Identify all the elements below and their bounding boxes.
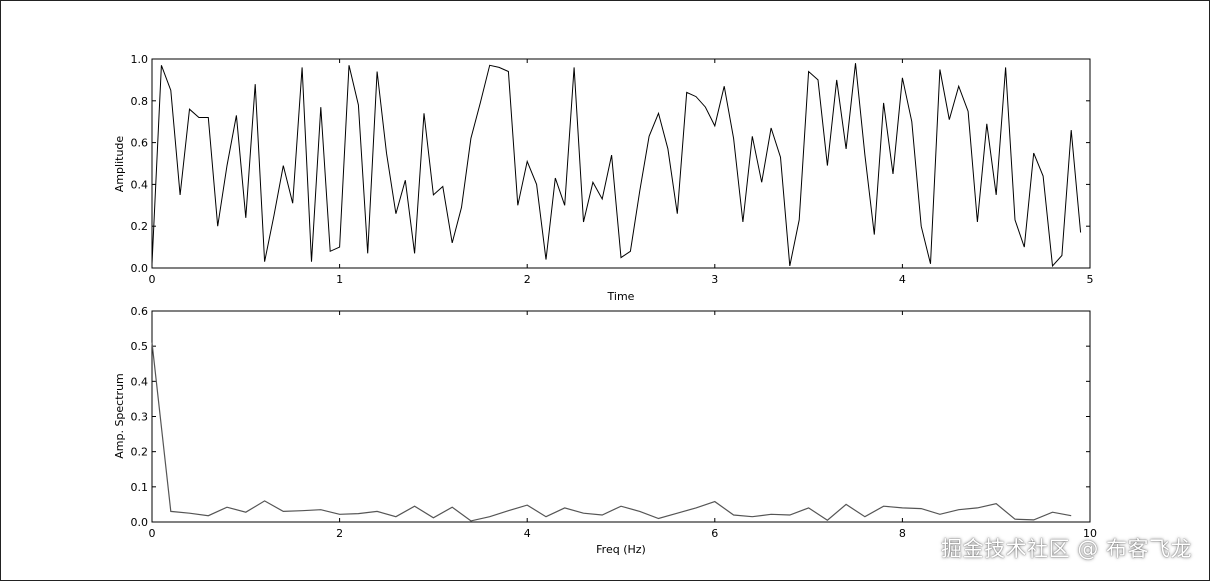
- time-series-line: [151, 63, 1082, 268]
- time-y-tick-label: 0.4: [131, 178, 149, 191]
- spectrum-y-ticks: 0.0 0.1 0.2 0.3 0.4 0.5 0.6: [131, 305, 1090, 529]
- spectrum-y-tick-label: 0.0: [131, 516, 149, 529]
- time-y-tick-label: 0.0: [131, 262, 149, 275]
- spectrum-x-tick-label: 0: [149, 527, 156, 540]
- spectrum-y-tick-label: 0.2: [131, 446, 149, 459]
- spectrum-x-tick-label: 10: [1083, 527, 1097, 540]
- time-y-tick-label: 1.0: [131, 53, 149, 66]
- time-x-tick-label: 3: [711, 273, 718, 286]
- time-y-ticks: 0.0 0.2 0.4 0.6 0.8 1.0: [131, 53, 1090, 275]
- spectrum-x-tick-label: 6: [711, 527, 718, 540]
- time-y-tick-label: 0.6: [131, 137, 149, 150]
- spectrum-x-tick-label: 8: [899, 527, 906, 540]
- time-x-tick-label: 5: [1087, 273, 1094, 286]
- spectrum-x-ticks: 0 2 4 6 8 10: [149, 311, 1097, 540]
- time-x-ticks: 0 1 2 3 4 5: [149, 59, 1094, 286]
- time-x-tick-label: 2: [524, 273, 531, 286]
- time-x-tick-label: 1: [336, 273, 343, 286]
- spectrum-x-tick-label: 2: [336, 527, 343, 540]
- spectrum-y-tick-label: 0.3: [131, 411, 149, 424]
- time-y-tick-label: 0.2: [131, 220, 149, 233]
- time-y-axis-label: Amplitude: [113, 136, 126, 193]
- spectrum-plot: 0 2 4 6 8 10 0.00.10.20.30.40.50.6 Freq (Hz) …: [113, 305, 1097, 556]
- spectrum-y-axis-label: Amp. Spectrum: [113, 373, 126, 459]
- spectrum-plot-axes-frame: [151, 310, 1091, 523]
- time-plot-axes-frame: [151, 58, 1091, 269]
- spectrum-y-tick-label: 0.1: [131, 481, 149, 494]
- spectrum-x-tick-label: 4: [524, 527, 531, 540]
- time-x-tick-label: 0: [149, 273, 156, 286]
- time-x-axis-label: Time: [607, 290, 635, 303]
- spectrum-y-tick-label: 0.6: [131, 305, 149, 318]
- spectrum-series-line: [151, 342, 1072, 522]
- watermark-text: 掘金技术社区 @ 布客飞龙: [941, 537, 1192, 561]
- spectrum-y-tick-label: 0.4: [131, 375, 149, 388]
- time-y-tick-label: 0.8: [131, 95, 149, 108]
- time-x-tick-label: 4: [899, 273, 906, 286]
- spectrum-y-tick-label: 0.5: [131, 340, 149, 353]
- spectrum-x-axis-label: Freq (Hz): [596, 543, 646, 556]
- time-domain-plot: 0 1 2 3 4 5 0.0 0.2 0.4 0.6 0.8 1.0 Time Amplitude: [113, 53, 1094, 303]
